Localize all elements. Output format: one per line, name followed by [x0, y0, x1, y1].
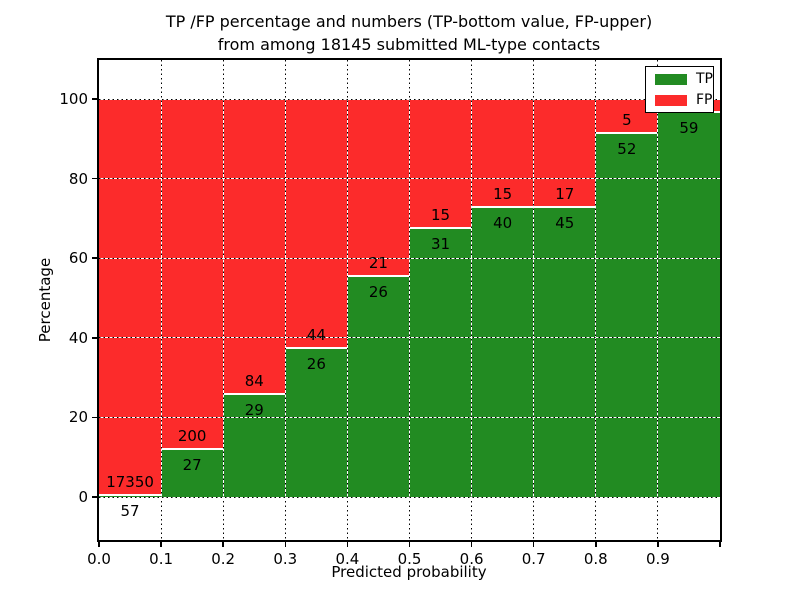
x-tick	[160, 542, 162, 547]
bar-tp-count-label: 27	[182, 455, 202, 474]
gridline-horizontal	[99, 178, 720, 180]
y-tick	[92, 98, 97, 100]
x-tick-label: 0.2	[211, 550, 236, 568]
bar-tp-count-label: 31	[431, 234, 451, 253]
x-tick-label: 0.4	[335, 550, 360, 568]
bar-tp-segment	[347, 276, 410, 497]
y-tick-label: 60	[68, 249, 88, 268]
legend-entry-tp: TP	[655, 72, 713, 86]
bar-tp-segment	[533, 208, 596, 497]
bar-tp-segment	[657, 112, 720, 497]
y-tick-label: 40	[68, 328, 88, 347]
bar-tp-count-label: 26	[306, 355, 326, 374]
y-tick-label: 0	[78, 488, 88, 506]
gridline-vertical	[595, 60, 597, 540]
bar-tp-segment	[471, 207, 534, 497]
bar-tp-count-label: 45	[555, 214, 575, 233]
bar-tp-count-label: 59	[679, 118, 699, 137]
x-tick-label: 0.7	[521, 550, 546, 568]
x-tick	[408, 542, 411, 547]
x-tick	[98, 542, 100, 547]
y-tick	[92, 337, 97, 339]
y-tick	[92, 177, 97, 180]
x-tick-label: 0.3	[273, 550, 298, 568]
bar-fp-segment	[223, 99, 286, 395]
x-tick	[470, 542, 473, 547]
bar-fp-count-label: 21	[368, 253, 388, 272]
bar-tp-segment	[285, 349, 348, 497]
bar-tp-count-label: 29	[244, 400, 264, 419]
x-tick-label: 0.6	[459, 550, 484, 568]
x-tick-label: 0.1	[149, 550, 174, 568]
x-tick-label: 0.8	[583, 550, 608, 568]
gridline-horizontal	[99, 496, 720, 498]
x-tick	[657, 542, 659, 547]
bar-fp-segment	[99, 99, 162, 496]
bar-tp-count-label: 26	[368, 282, 388, 301]
bar-fp-count-label: 5	[622, 110, 632, 129]
bar-tp-count-label: 57	[120, 501, 140, 520]
bar-fp-count-label: 200	[177, 426, 207, 445]
y-tick-label: 20	[68, 408, 88, 427]
bar-fp-segment	[347, 99, 410, 277]
x-tick-label: 0.0	[87, 550, 111, 568]
gridline-horizontal	[99, 257, 720, 259]
gridline-vertical	[222, 60, 224, 540]
y-tick-label: 80	[68, 169, 88, 188]
bar-fp-count-label: 44	[306, 326, 326, 345]
bar-fp-count-label: 84	[244, 371, 264, 390]
legend-fp-label: FP	[696, 92, 713, 108]
bar-fp-segment	[471, 99, 534, 208]
y-tick-label: 100	[59, 90, 88, 108]
chart-title: TP /FP percentage and numbers (TP-bottom…	[59, 10, 759, 56]
y-tick	[92, 257, 97, 259]
bar-fp-count-label: 17	[555, 185, 575, 204]
x-axis-label: Predicted probability	[331, 563, 487, 581]
legend-entry-fp: FP	[655, 93, 713, 107]
legend: TP FP	[645, 66, 714, 113]
gridline-vertical	[160, 60, 162, 540]
y-axis-label: Percentage	[36, 257, 54, 343]
bar-fp-segment	[533, 99, 596, 209]
bar-tp-segment	[161, 449, 224, 497]
bar-tp-count-label: 40	[493, 213, 513, 232]
x-tick-label: 0.9	[645, 550, 670, 568]
bar-tp-segment	[223, 394, 286, 497]
x-tick	[346, 542, 349, 547]
gridline-horizontal	[99, 416, 720, 418]
x-tick	[284, 542, 287, 547]
legend-tp-swatch	[655, 73, 687, 85]
bar-fp-count-label: 15	[431, 205, 451, 224]
bar-fp-count-label: 17350	[106, 472, 154, 491]
bar-fp-segment	[409, 99, 472, 229]
legend-fp-swatch	[655, 94, 687, 106]
x-tick	[532, 542, 535, 547]
bar-tp-segment	[99, 495, 162, 497]
gridline-horizontal	[99, 337, 720, 339]
x-tick	[222, 542, 224, 547]
gridline-horizontal	[99, 98, 720, 100]
bar-tp-count-label: 52	[617, 139, 637, 158]
gridline-vertical	[409, 60, 410, 540]
x-tick	[595, 542, 597, 547]
y-tick	[92, 496, 97, 498]
gridline-vertical	[657, 60, 659, 540]
gridline-vertical	[346, 60, 348, 540]
chart-title-line2: from among 18145 submitted ML-type conta…	[217, 35, 601, 54]
bar-fp-segment	[161, 99, 224, 450]
gridline-vertical	[471, 60, 473, 540]
x-tick-label: 0.5	[397, 550, 422, 568]
bar-tp-segment	[595, 133, 658, 497]
chart-title-line1: TP /FP percentage and numbers (TP-bottom…	[165, 12, 653, 31]
bar-fp-segment	[285, 99, 348, 350]
bar-tp-segment	[409, 228, 472, 497]
legend-tp-label: TP	[696, 71, 713, 87]
gridline-vertical	[284, 60, 286, 540]
y-tick	[92, 416, 97, 419]
bar-fp-count-label: 15	[493, 184, 513, 203]
x-tick	[719, 542, 721, 547]
gridline-vertical	[533, 60, 535, 540]
